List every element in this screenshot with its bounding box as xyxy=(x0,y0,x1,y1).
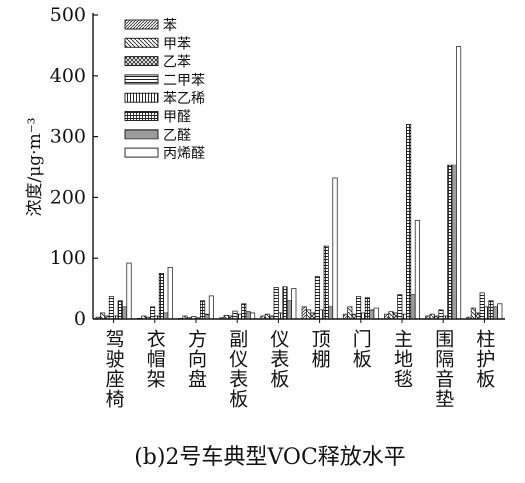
bar-5-8 xyxy=(291,288,297,320)
legend-label: 苯乙稀 xyxy=(163,90,205,107)
bar-10-7 xyxy=(492,306,498,320)
legend-swatch xyxy=(124,56,159,67)
y-tick-label: 200 xyxy=(50,186,86,208)
bar-8-7 xyxy=(410,294,416,320)
y-tick-label: 500 xyxy=(50,4,86,26)
bar-2-4 xyxy=(150,306,156,320)
bar-6-3 xyxy=(310,312,316,320)
bar-6-8 xyxy=(332,177,338,320)
y-axis-label: 浓度/μg·m⁻³ xyxy=(25,118,45,217)
bar-10-4 xyxy=(479,292,485,320)
category-label: 驾驶座椅 xyxy=(103,329,125,409)
bar-5-2 xyxy=(264,313,270,320)
bar-2-6 xyxy=(158,273,164,320)
bar-5-7 xyxy=(286,300,292,320)
bar-7-2 xyxy=(347,306,353,320)
legend-label: 甲醛 xyxy=(163,110,191,126)
category-label: 衣帽架 xyxy=(144,329,166,389)
bar-4-5 xyxy=(236,313,242,320)
y-tick-label: 300 xyxy=(50,126,86,148)
bar-7-8 xyxy=(373,307,379,320)
bar-6-6 xyxy=(323,245,329,320)
bar-3-8 xyxy=(208,295,214,320)
bar-7-3 xyxy=(351,313,357,320)
legend-swatch xyxy=(124,147,159,158)
bar-8-4 xyxy=(397,294,403,320)
bar-4-7 xyxy=(245,311,251,320)
legend-swatch xyxy=(124,111,159,121)
bar-9-8 xyxy=(456,46,462,320)
bar-10-3 xyxy=(475,312,481,320)
legend-swatch xyxy=(124,74,159,85)
bar-9-4 xyxy=(438,309,444,320)
bar-1-2 xyxy=(100,312,106,320)
y-tick-label: 400 xyxy=(50,65,86,87)
bar-7-7 xyxy=(369,309,375,320)
bar-8-1 xyxy=(384,313,390,320)
bar-8-8 xyxy=(414,220,420,320)
bar-2-8 xyxy=(167,266,173,320)
bar-10-2 xyxy=(470,307,476,320)
bar-4-6 xyxy=(241,303,247,320)
bar-6-5 xyxy=(319,309,325,320)
category-label: 围隔音垫 xyxy=(432,329,454,409)
legend-label: 乙醛 xyxy=(163,128,191,144)
category-label: 副仪表板 xyxy=(226,329,248,409)
bar-1-8 xyxy=(126,262,132,320)
bar-5-5 xyxy=(278,312,284,320)
legend-swatch xyxy=(124,129,159,140)
bar-9-2 xyxy=(429,313,435,320)
category-label: 顶棚 xyxy=(309,329,331,369)
chart-caption: (b)2号车典型VOC释放水平 xyxy=(134,445,406,470)
bar-10-6 xyxy=(488,300,494,320)
legend-label: 苯 xyxy=(163,17,177,34)
bar-8-2 xyxy=(388,311,394,320)
bars xyxy=(95,46,503,320)
bar-3-7 xyxy=(204,313,210,320)
bar-9-7 xyxy=(451,164,457,320)
bar-7-5 xyxy=(360,312,366,320)
bar-10-8 xyxy=(497,303,503,320)
category-label: 方向盘 xyxy=(185,329,207,389)
y-tick-label: 100 xyxy=(50,247,86,269)
category-label: 门板 xyxy=(350,329,372,369)
category-label: 主地毯 xyxy=(391,329,413,389)
bar-5-6 xyxy=(282,286,288,320)
category-label: 仪表板 xyxy=(267,329,289,389)
bar-1-7 xyxy=(122,306,128,320)
legend-label: 丙烯醛 xyxy=(163,146,205,162)
bar-7-1 xyxy=(342,313,348,320)
bar-8-5 xyxy=(401,313,407,320)
bar-7-6 xyxy=(364,297,370,320)
bar-9-6 xyxy=(447,164,453,320)
bar-6-4 xyxy=(314,276,320,320)
bar-1-6 xyxy=(117,300,123,320)
bar-4-8 xyxy=(250,312,256,320)
category-label: 柱护板 xyxy=(473,329,495,389)
bar-6-1 xyxy=(301,306,307,320)
bar-7-4 xyxy=(356,296,362,320)
y-tick-label: 0 xyxy=(74,308,86,330)
bar-8-6 xyxy=(406,124,412,320)
legend-swatch xyxy=(124,37,159,48)
legend-label: 二甲苯 xyxy=(163,72,205,89)
bar-6-2 xyxy=(306,309,312,320)
legend-label: 甲苯 xyxy=(163,35,191,52)
legend-label: 乙苯 xyxy=(163,54,191,71)
bar-5-4 xyxy=(273,287,279,320)
bar-10-5 xyxy=(484,306,490,320)
bar-3-6 xyxy=(200,300,206,320)
bar-2-7 xyxy=(163,312,169,320)
legend-swatch xyxy=(124,92,159,103)
legend-swatch xyxy=(124,19,159,30)
bar-4-4 xyxy=(232,310,238,320)
bar-1-4 xyxy=(108,296,114,320)
bar-6-7 xyxy=(328,306,334,320)
axes: 0 100 200 300 400 500 驾驶座椅 衣帽架 方向盘 副仪表板 仪表板 顶棚 门板 主地毯… xyxy=(50,4,505,409)
bar-8-3 xyxy=(392,312,398,320)
